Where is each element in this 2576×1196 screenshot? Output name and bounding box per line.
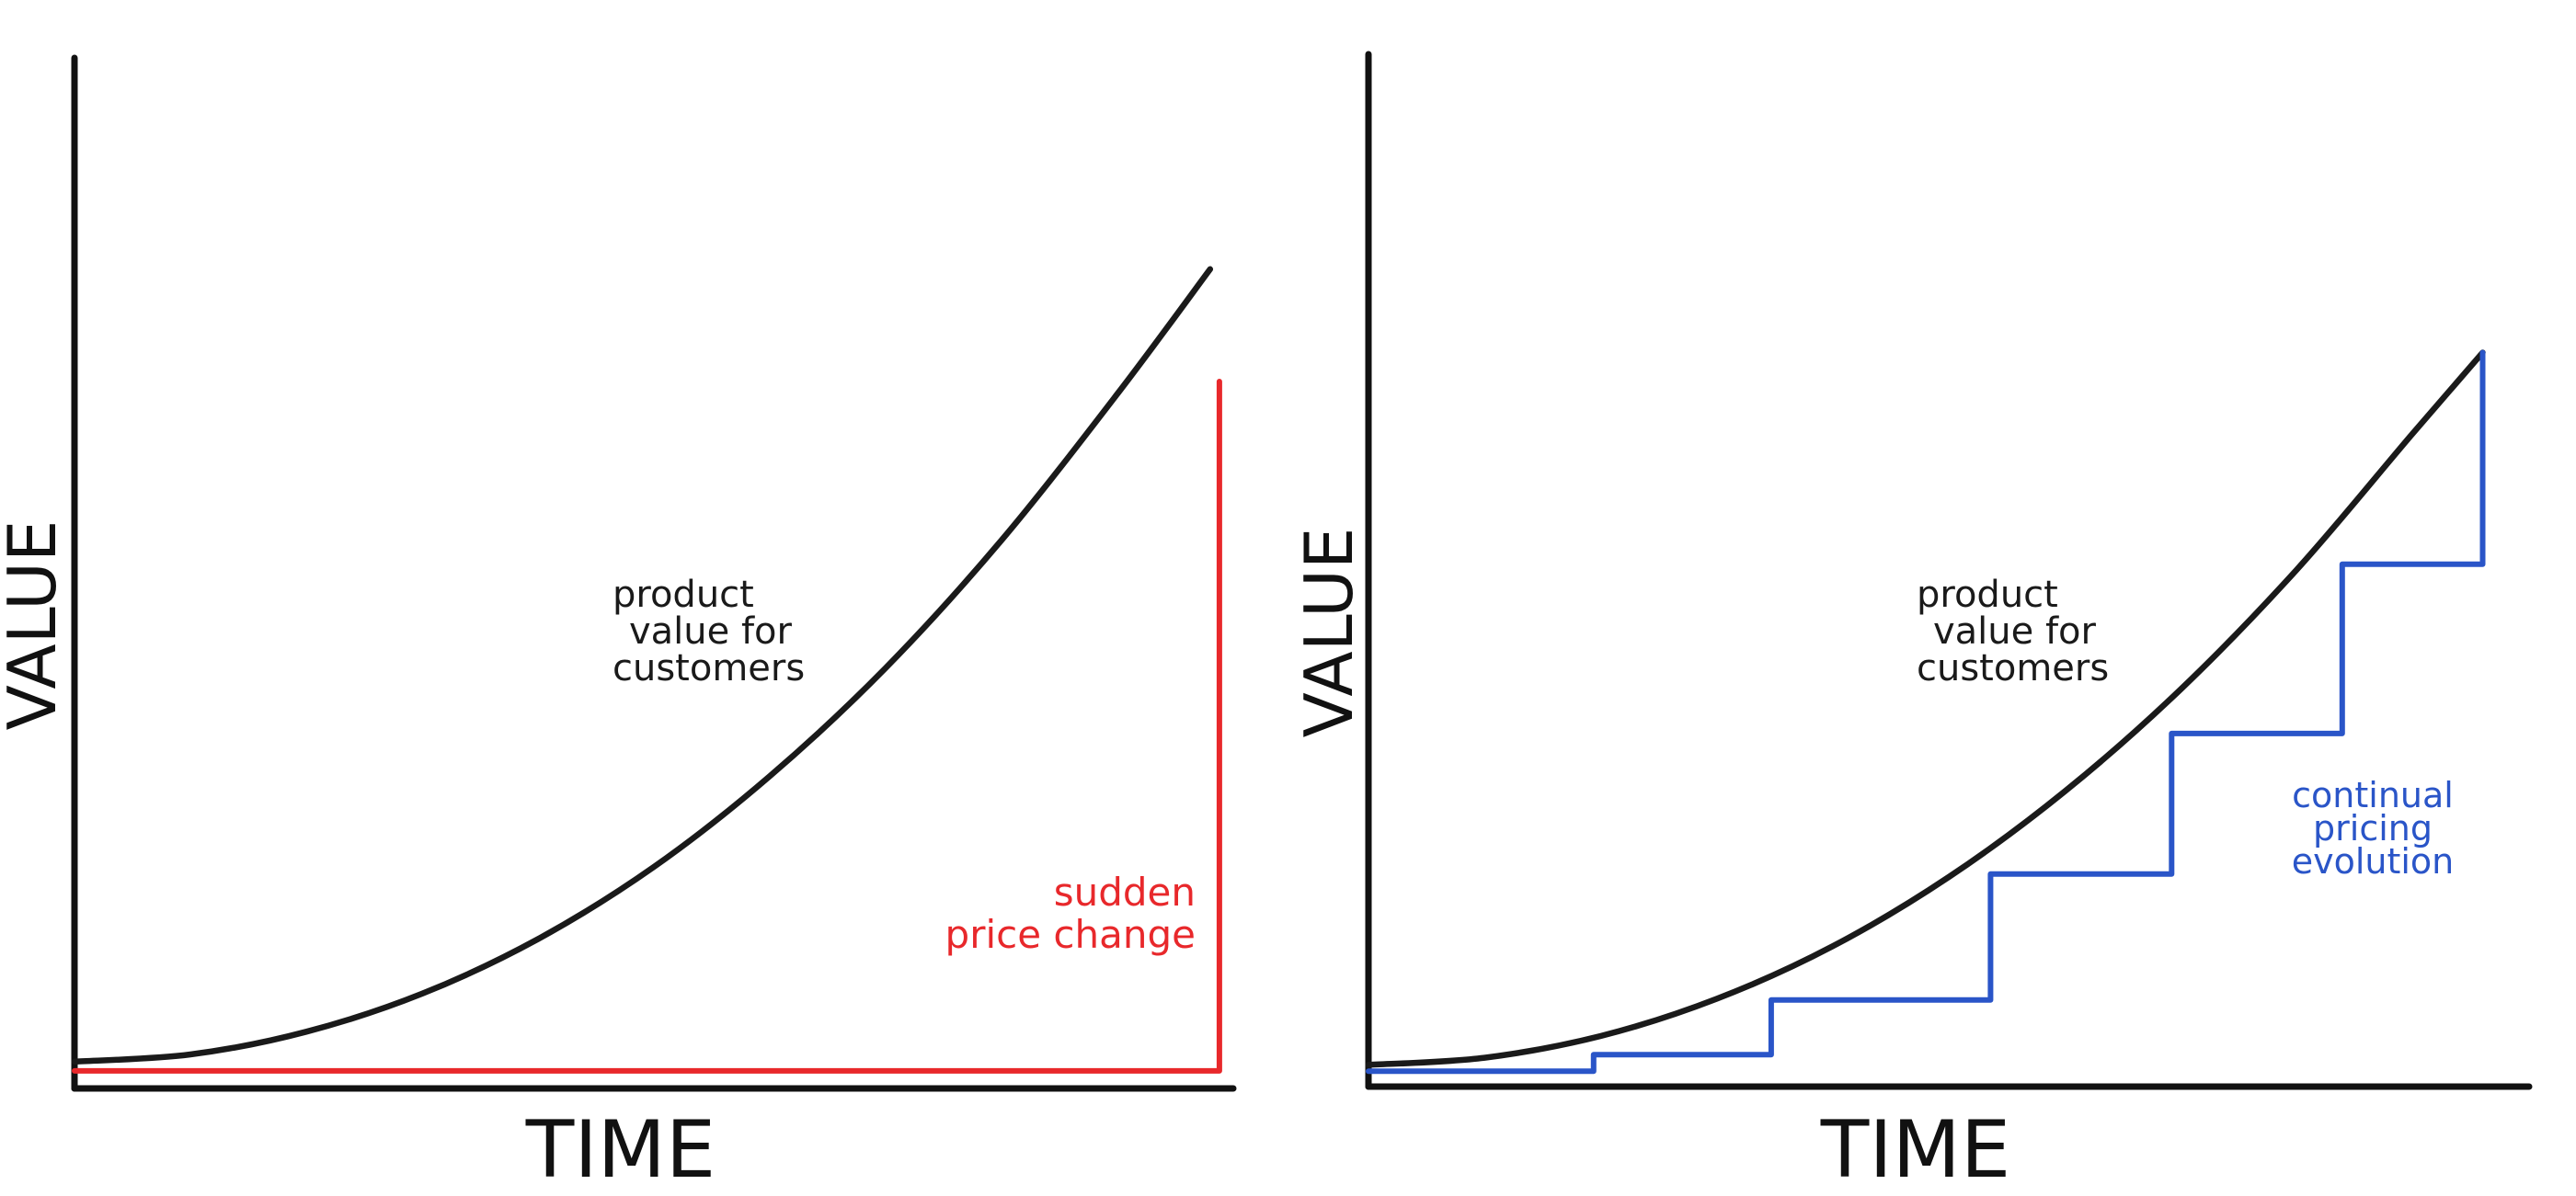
chart-sudden-price-change: VALUE TIME product value for customers sudden… [0,54,1237,1196]
series-product-value-for-customers [71,266,1214,1065]
annotation-line: sudden [1054,870,1196,915]
series-product-value-for-customers [1365,349,2486,1068]
chart-continual-pricing-evolution: VALUE TIME product value for customers contin… [1290,51,2533,1196]
y-axis-label: VALUE [1290,528,1368,738]
annotation-line: price change [945,912,1196,957]
annotation-label: continual pricing evolution [2292,775,2455,882]
annotation-line: customers [1917,647,2109,689]
x-axis-label: TIME [525,1104,716,1196]
annotation-label: product value for customers [1917,574,2109,689]
annotation-line: pricing [2313,808,2433,849]
series-sudden-price-change [72,379,1222,1074]
annotation-line: product [1917,574,2058,616]
annotation-line: customers [613,647,805,689]
annotation-line: product [613,574,754,616]
annotation-label: product value for customers [613,574,805,689]
series-continual-pricing-evolution [1366,349,2486,1075]
annotation-line: evolution [2292,841,2455,882]
annotation-line: continual [2292,775,2454,815]
x-axis-label: TIME [1820,1104,2010,1196]
y-axis-label: VALUE [0,520,71,731]
annotation-line: value for [629,610,793,653]
annotation-label: sudden price change [945,870,1196,957]
annotation-line: value for [1933,610,2097,653]
